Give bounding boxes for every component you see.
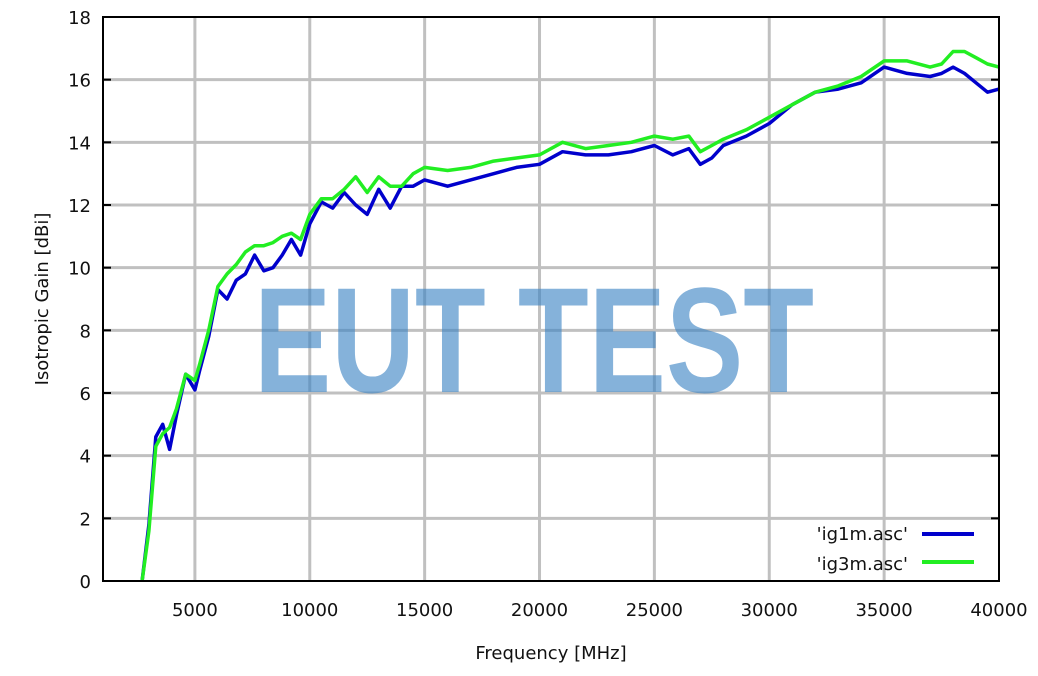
legend: 'ig1m.asc' 'ig3m.asc' [817,524,974,575]
data-series [140,49,1000,582]
legend-label-ig1m: 'ig1m.asc' [817,524,908,545]
x-axis-label: Frequency [MHz] [475,643,626,664]
y-tick-label: 14 [68,133,91,154]
grid-lines [103,17,999,581]
legend-label-ig3m: 'ig3m.asc' [817,554,908,575]
y-tick-label: 2 [80,509,91,530]
y-tick-label: 16 [68,71,91,92]
y-axis-label: Isotropic Gain [dBi] [32,213,53,386]
x-tick-label: 5000 [172,600,218,621]
y-tick-label: 4 [80,447,91,468]
axis-ticks: 5000 10000 15000 20000 25000 30000 35000 40000 0… [68,8,1028,621]
plot-frame [102,16,1000,582]
watermark: EUT TEST [254,256,814,424]
x-tick-label: 20000 [511,600,568,621]
x-tick-label: 30000 [741,600,798,621]
svg-text:EUT TEST: EUT TEST [254,256,814,424]
y-tick-label: 8 [80,321,91,342]
y-tick-label: 6 [80,384,91,405]
x-tick-label: 25000 [626,600,683,621]
series-line-ig3m [140,49,1000,582]
x-tick-label: 40000 [970,600,1027,621]
x-tick-label: 15000 [396,600,453,621]
y-tick-label: 12 [68,196,91,217]
x-tick-label: 35000 [855,600,912,621]
x-tick-label: 10000 [281,600,338,621]
y-tick-label: 18 [68,8,91,29]
y-tick-label: 0 [80,572,91,593]
y-tick-label: 10 [68,259,91,280]
